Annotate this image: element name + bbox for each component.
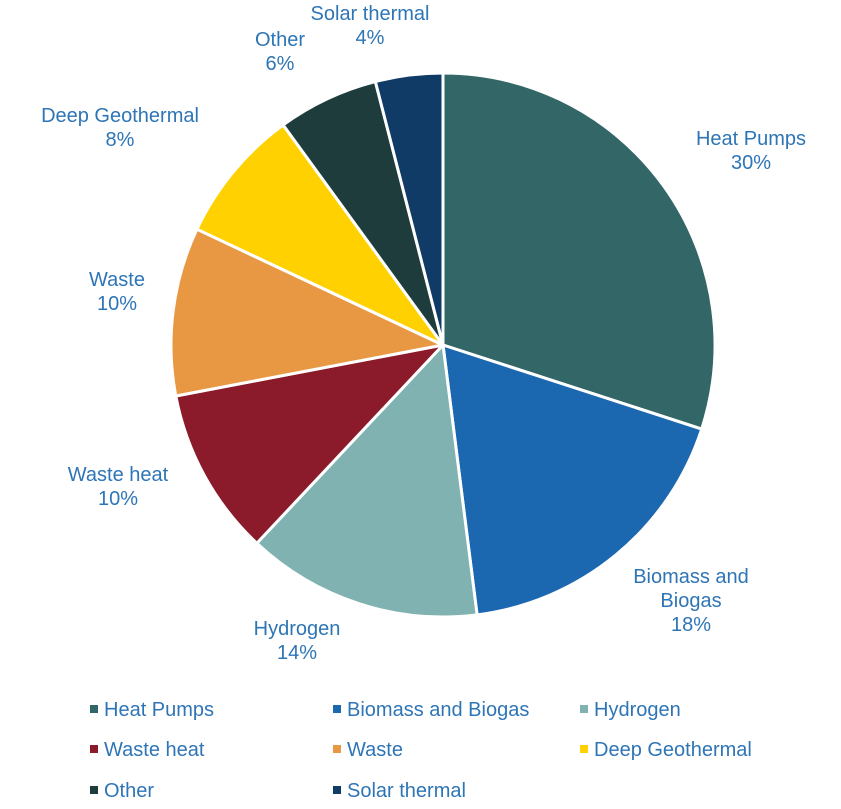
slice-label-other: Other 6% bbox=[255, 29, 305, 75]
pie-slice-solar-thermal bbox=[373, 71, 445, 347]
pie-slice-biomass-and-biogas bbox=[441, 343, 704, 617]
legend-item-waste-heat: Waste heat bbox=[90, 739, 205, 761]
legend-swatch-deep-geothermal bbox=[580, 745, 588, 753]
legend-item-biomass-and-biogas: Biomass and Biogas bbox=[333, 699, 529, 721]
pie-slices bbox=[169, 71, 717, 619]
legend-swatch-biomass-and-biogas bbox=[333, 705, 341, 713]
slice-label-waste: Waste 10% bbox=[89, 269, 145, 315]
legend-swatch-waste bbox=[333, 745, 341, 753]
slice-label-hydrogen: Hydrogen 14% bbox=[254, 618, 341, 664]
pie-slice-hydrogen bbox=[255, 343, 479, 619]
legend-item-heat-pumps: Heat Pumps bbox=[90, 699, 214, 721]
legend-swatch-heat-pumps bbox=[90, 705, 98, 713]
legend-item-hydrogen: Hydrogen bbox=[580, 699, 681, 721]
legend-label-deep-geothermal: Deep Geothermal bbox=[594, 739, 752, 761]
legend-label-other: Other bbox=[104, 780, 154, 802]
legend-label-biomass-and-biogas: Biomass and Biogas bbox=[347, 699, 529, 721]
slice-label-waste-heat: Waste heat 10% bbox=[68, 464, 169, 510]
legend-label-heat-pumps: Heat Pumps bbox=[104, 699, 214, 721]
legend-swatch-other bbox=[90, 786, 98, 794]
pie-slice-heat-pumps bbox=[441, 71, 717, 431]
legend: Heat Pumps Biomass and Biogas Hydrogen Wast… bbox=[90, 699, 752, 802]
pie-slice-waste-heat bbox=[174, 343, 445, 545]
legend-item-deep-geothermal: Deep Geothermal bbox=[580, 739, 752, 761]
slice-label-deep-geothermal: Deep Geothermal 8% bbox=[41, 105, 199, 151]
pie-slice-waste bbox=[169, 227, 445, 398]
slice-label-solar-thermal: Solar thermal 4% bbox=[311, 3, 430, 49]
legend-label-waste-heat: Waste heat bbox=[104, 739, 205, 761]
slice-label-heat-pumps: Heat Pumps 30% bbox=[696, 128, 806, 174]
legend-label-hydrogen: Hydrogen bbox=[594, 699, 681, 721]
legend-swatch-waste-heat bbox=[90, 745, 98, 753]
slice-labels: Heat Pumps 30% Biomass and Biogas 18% Hydroge… bbox=[41, 3, 806, 664]
legend-item-solar-thermal: Solar thermal bbox=[333, 780, 466, 802]
legend-item-waste: Waste bbox=[333, 739, 403, 761]
legend-label-waste: Waste bbox=[347, 739, 403, 761]
legend-item-other: Other bbox=[90, 780, 154, 802]
legend-swatch-solar-thermal bbox=[333, 786, 341, 794]
pie-slice-deep-geothermal bbox=[195, 123, 445, 347]
slice-label-biomass-and-biogas: Biomass and Biogas 18% bbox=[633, 566, 749, 636]
legend-swatch-hydrogen bbox=[580, 705, 588, 713]
legend-label-solar-thermal: Solar thermal bbox=[347, 780, 466, 802]
